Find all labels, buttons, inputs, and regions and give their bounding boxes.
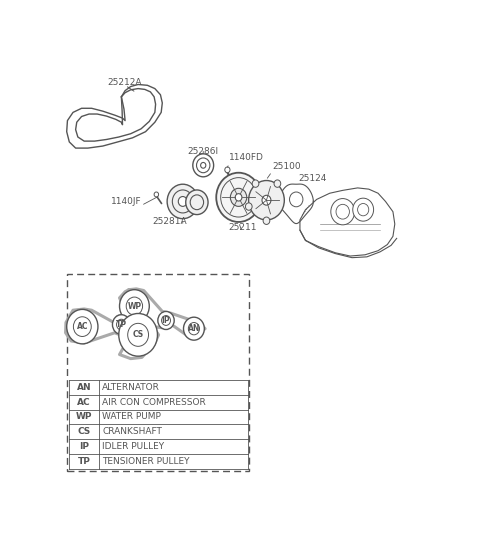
Circle shape	[331, 199, 355, 225]
Text: 25211: 25211	[228, 223, 256, 232]
Text: CRANKSHAFT: CRANKSHAFT	[102, 427, 162, 436]
Circle shape	[190, 195, 204, 209]
Text: 1140JF: 1140JF	[111, 197, 142, 206]
Circle shape	[263, 217, 270, 224]
Circle shape	[289, 192, 303, 207]
Circle shape	[126, 297, 143, 315]
Circle shape	[245, 203, 252, 210]
Circle shape	[216, 173, 261, 222]
Circle shape	[120, 290, 149, 322]
Text: 1140FD: 1140FD	[229, 154, 264, 163]
Text: 25124: 25124	[298, 174, 326, 183]
Circle shape	[274, 180, 281, 187]
Text: WATER PUMP: WATER PUMP	[102, 413, 161, 422]
Circle shape	[193, 154, 214, 177]
Text: TP: TP	[78, 457, 91, 466]
Text: AN: AN	[77, 383, 92, 392]
Text: 25212A: 25212A	[108, 77, 143, 86]
Circle shape	[162, 316, 170, 325]
Text: IDLER PULLEY: IDLER PULLEY	[102, 442, 164, 451]
Circle shape	[252, 180, 259, 187]
Circle shape	[178, 197, 187, 206]
Circle shape	[235, 193, 242, 201]
Circle shape	[225, 167, 230, 173]
Text: WP: WP	[76, 413, 93, 422]
Text: 25100: 25100	[272, 161, 300, 171]
Circle shape	[112, 314, 130, 334]
Circle shape	[221, 177, 256, 217]
Circle shape	[119, 313, 157, 356]
Circle shape	[172, 190, 193, 213]
Text: AN: AN	[188, 324, 200, 333]
Circle shape	[201, 163, 206, 168]
Text: IP: IP	[79, 442, 89, 451]
Text: WP: WP	[127, 302, 142, 311]
Circle shape	[67, 309, 98, 344]
Circle shape	[353, 198, 373, 221]
Text: ALTERNATOR: ALTERNATOR	[102, 383, 160, 392]
Circle shape	[188, 322, 200, 335]
Text: 25281A: 25281A	[153, 217, 187, 226]
Text: AIR CON COMPRESSOR: AIR CON COMPRESSOR	[102, 398, 206, 407]
Circle shape	[167, 184, 198, 219]
Circle shape	[336, 204, 349, 219]
Circle shape	[358, 204, 369, 216]
Circle shape	[230, 188, 247, 206]
Circle shape	[73, 317, 91, 336]
Text: TP: TP	[116, 320, 127, 329]
Text: AC: AC	[77, 398, 91, 407]
Circle shape	[183, 317, 204, 340]
Circle shape	[128, 324, 148, 346]
Circle shape	[158, 311, 174, 329]
Text: 25286I: 25286I	[188, 147, 219, 156]
Circle shape	[262, 195, 271, 205]
Text: TENSIONER PULLEY: TENSIONER PULLEY	[102, 457, 190, 466]
Circle shape	[117, 319, 126, 330]
Circle shape	[249, 181, 284, 220]
Bar	[67, 274, 249, 471]
Circle shape	[154, 192, 158, 197]
Text: CS: CS	[132, 330, 144, 340]
Text: AC: AC	[77, 322, 88, 331]
Circle shape	[186, 190, 208, 215]
Text: CS: CS	[78, 427, 91, 436]
Circle shape	[196, 158, 210, 173]
Text: IP: IP	[162, 316, 170, 325]
